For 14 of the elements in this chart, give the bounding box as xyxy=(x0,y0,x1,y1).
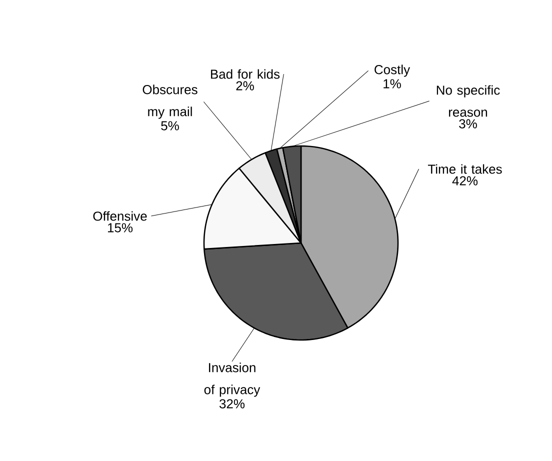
data-label: 15% xyxy=(108,223,133,232)
slice-label: Time it takes xyxy=(428,164,502,174)
slice-label: Costly xyxy=(374,64,410,77)
data-label: 42% xyxy=(452,176,478,186)
data-label: 2% xyxy=(236,81,254,90)
slice-label: Obscures my mail xyxy=(142,84,198,119)
data-label: 32% xyxy=(219,399,245,408)
slice-label: Invasion of privacy xyxy=(204,362,260,397)
slice-label: No specific reason xyxy=(436,85,500,117)
data-label: 1% xyxy=(384,79,401,88)
slice-label: Bad for kids xyxy=(211,69,280,79)
data-label: 3% xyxy=(459,119,477,128)
slice-label: Offensive xyxy=(93,211,147,221)
data-label: 5% xyxy=(161,121,179,130)
